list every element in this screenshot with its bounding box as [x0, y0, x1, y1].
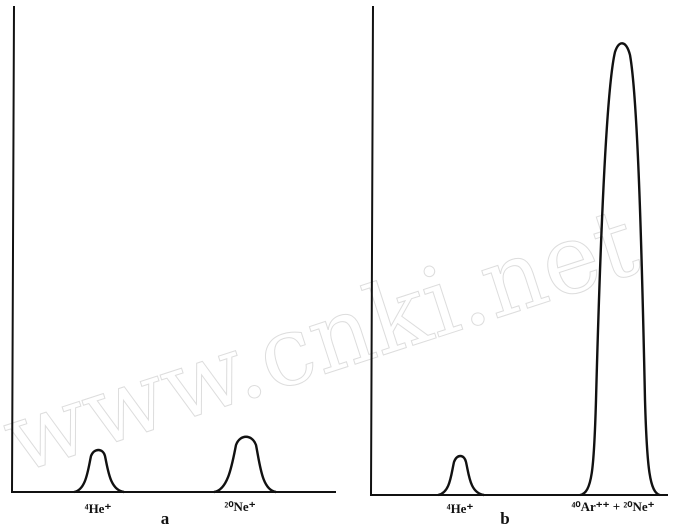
peak	[437, 454, 485, 497]
axes	[369, 5, 668, 496]
peak-label: ⁴⁰Ar⁺⁺ + ²⁰Ne⁺	[571, 499, 654, 514]
panel-letter: b	[500, 509, 509, 528]
peak-label: ²⁰Ne⁺	[224, 499, 255, 514]
peak	[73, 448, 125, 494]
peak	[213, 435, 277, 494]
axes	[10, 5, 336, 493]
peak	[579, 42, 661, 497]
panel-a: ⁴He⁺ ²⁰Ne⁺ a	[10, 5, 336, 528]
panel-b: ⁴He⁺ ⁴⁰Ar⁺⁺ + ²⁰Ne⁺ b	[369, 5, 668, 528]
panel-letter: a	[161, 509, 170, 528]
peak-label: ⁴He⁺	[85, 501, 112, 516]
peak-label: ⁴He⁺	[447, 501, 474, 516]
